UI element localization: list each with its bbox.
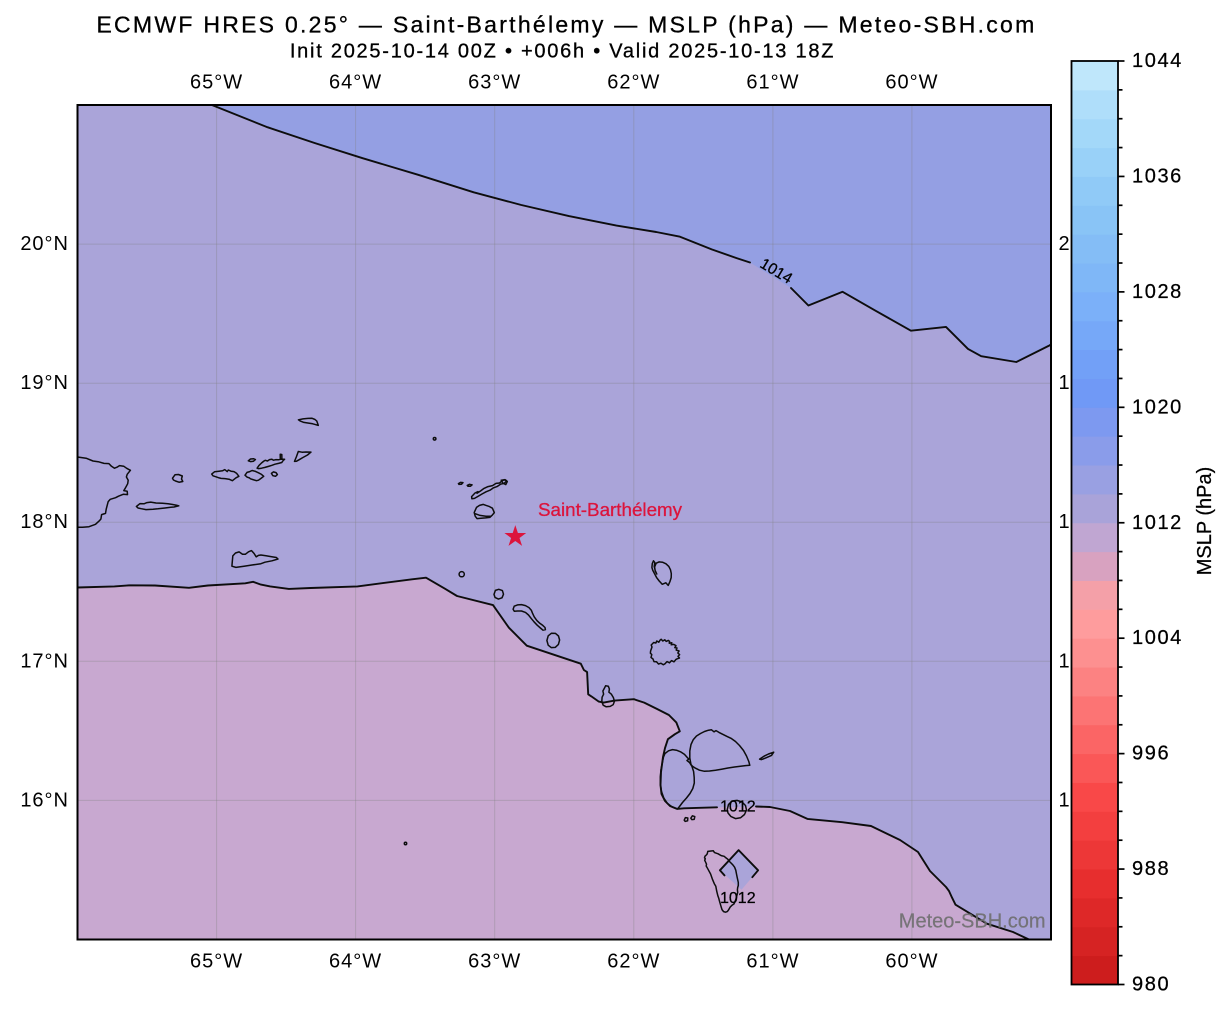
- svg-text:60°W: 60°W: [885, 951, 938, 973]
- svg-text:1: 1: [1059, 789, 1071, 811]
- svg-text:1: 1: [1059, 511, 1071, 533]
- svg-text:62°W: 62°W: [607, 72, 660, 94]
- svg-text:61°W: 61°W: [746, 72, 799, 94]
- svg-text:20°N: 20°N: [20, 233, 69, 255]
- svg-text:63°W: 63°W: [468, 951, 521, 973]
- svg-text:988: 988: [1132, 858, 1170, 880]
- svg-text:64°W: 64°W: [329, 951, 382, 973]
- svg-text:1012: 1012: [720, 890, 756, 907]
- svg-text:62°W: 62°W: [607, 951, 660, 973]
- svg-text:18°N: 18°N: [20, 511, 69, 533]
- svg-text:1036: 1036: [1132, 165, 1183, 187]
- svg-text:1012: 1012: [1132, 512, 1183, 534]
- svg-text:65°W: 65°W: [190, 951, 243, 973]
- svg-text:1004: 1004: [1132, 627, 1183, 649]
- svg-text:1012: 1012: [720, 799, 756, 816]
- svg-text:ECMWF HRES 0.25° — Saint-Barth: ECMWF HRES 0.25° — Saint-Barthélemy — MS…: [96, 12, 1036, 38]
- svg-text:996: 996: [1132, 743, 1170, 765]
- svg-text:1: 1: [1059, 650, 1071, 672]
- svg-text:980: 980: [1132, 974, 1170, 996]
- svg-text:1020: 1020: [1132, 396, 1183, 418]
- svg-text:61°W: 61°W: [746, 951, 799, 973]
- svg-text:1028: 1028: [1132, 281, 1183, 303]
- svg-text:19°N: 19°N: [20, 372, 69, 394]
- svg-text:Saint-Barthélemy: Saint-Barthélemy: [538, 499, 683, 520]
- svg-text:Init 2025-10-14 00Z • +006h •: Init 2025-10-14 00Z • +006h • Valid 2025…: [290, 41, 835, 63]
- svg-text:MSLP (hPa): MSLP (hPa): [1194, 467, 1216, 576]
- svg-text:17°N: 17°N: [20, 650, 69, 672]
- svg-text:63°W: 63°W: [468, 72, 521, 94]
- svg-text:1044: 1044: [1132, 50, 1183, 72]
- svg-text:60°W: 60°W: [885, 72, 938, 94]
- svg-text:65°W: 65°W: [190, 72, 243, 94]
- svg-text:2: 2: [1059, 233, 1071, 255]
- svg-text:16°N: 16°N: [20, 789, 69, 811]
- svg-text:1: 1: [1059, 372, 1071, 394]
- svg-text:64°W: 64°W: [329, 72, 382, 94]
- svg-text:Meteo-SBH.com: Meteo-SBH.com: [899, 911, 1046, 933]
